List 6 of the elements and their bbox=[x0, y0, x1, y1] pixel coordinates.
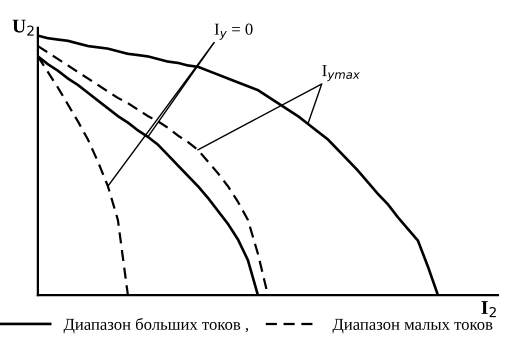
annotation: I$_{ymax}$ bbox=[322, 65, 360, 82]
legend-label: Диапазон малых токов bbox=[332, 318, 492, 334]
annotation: I$_{y}$ = 0 bbox=[214, 24, 253, 40]
y-axis-title: U$_{2}$ bbox=[12, 20, 34, 36]
x-axis-title: I$_{2}$ bbox=[481, 301, 496, 318]
legend-label: Диапазон больших токов , bbox=[64, 318, 248, 334]
